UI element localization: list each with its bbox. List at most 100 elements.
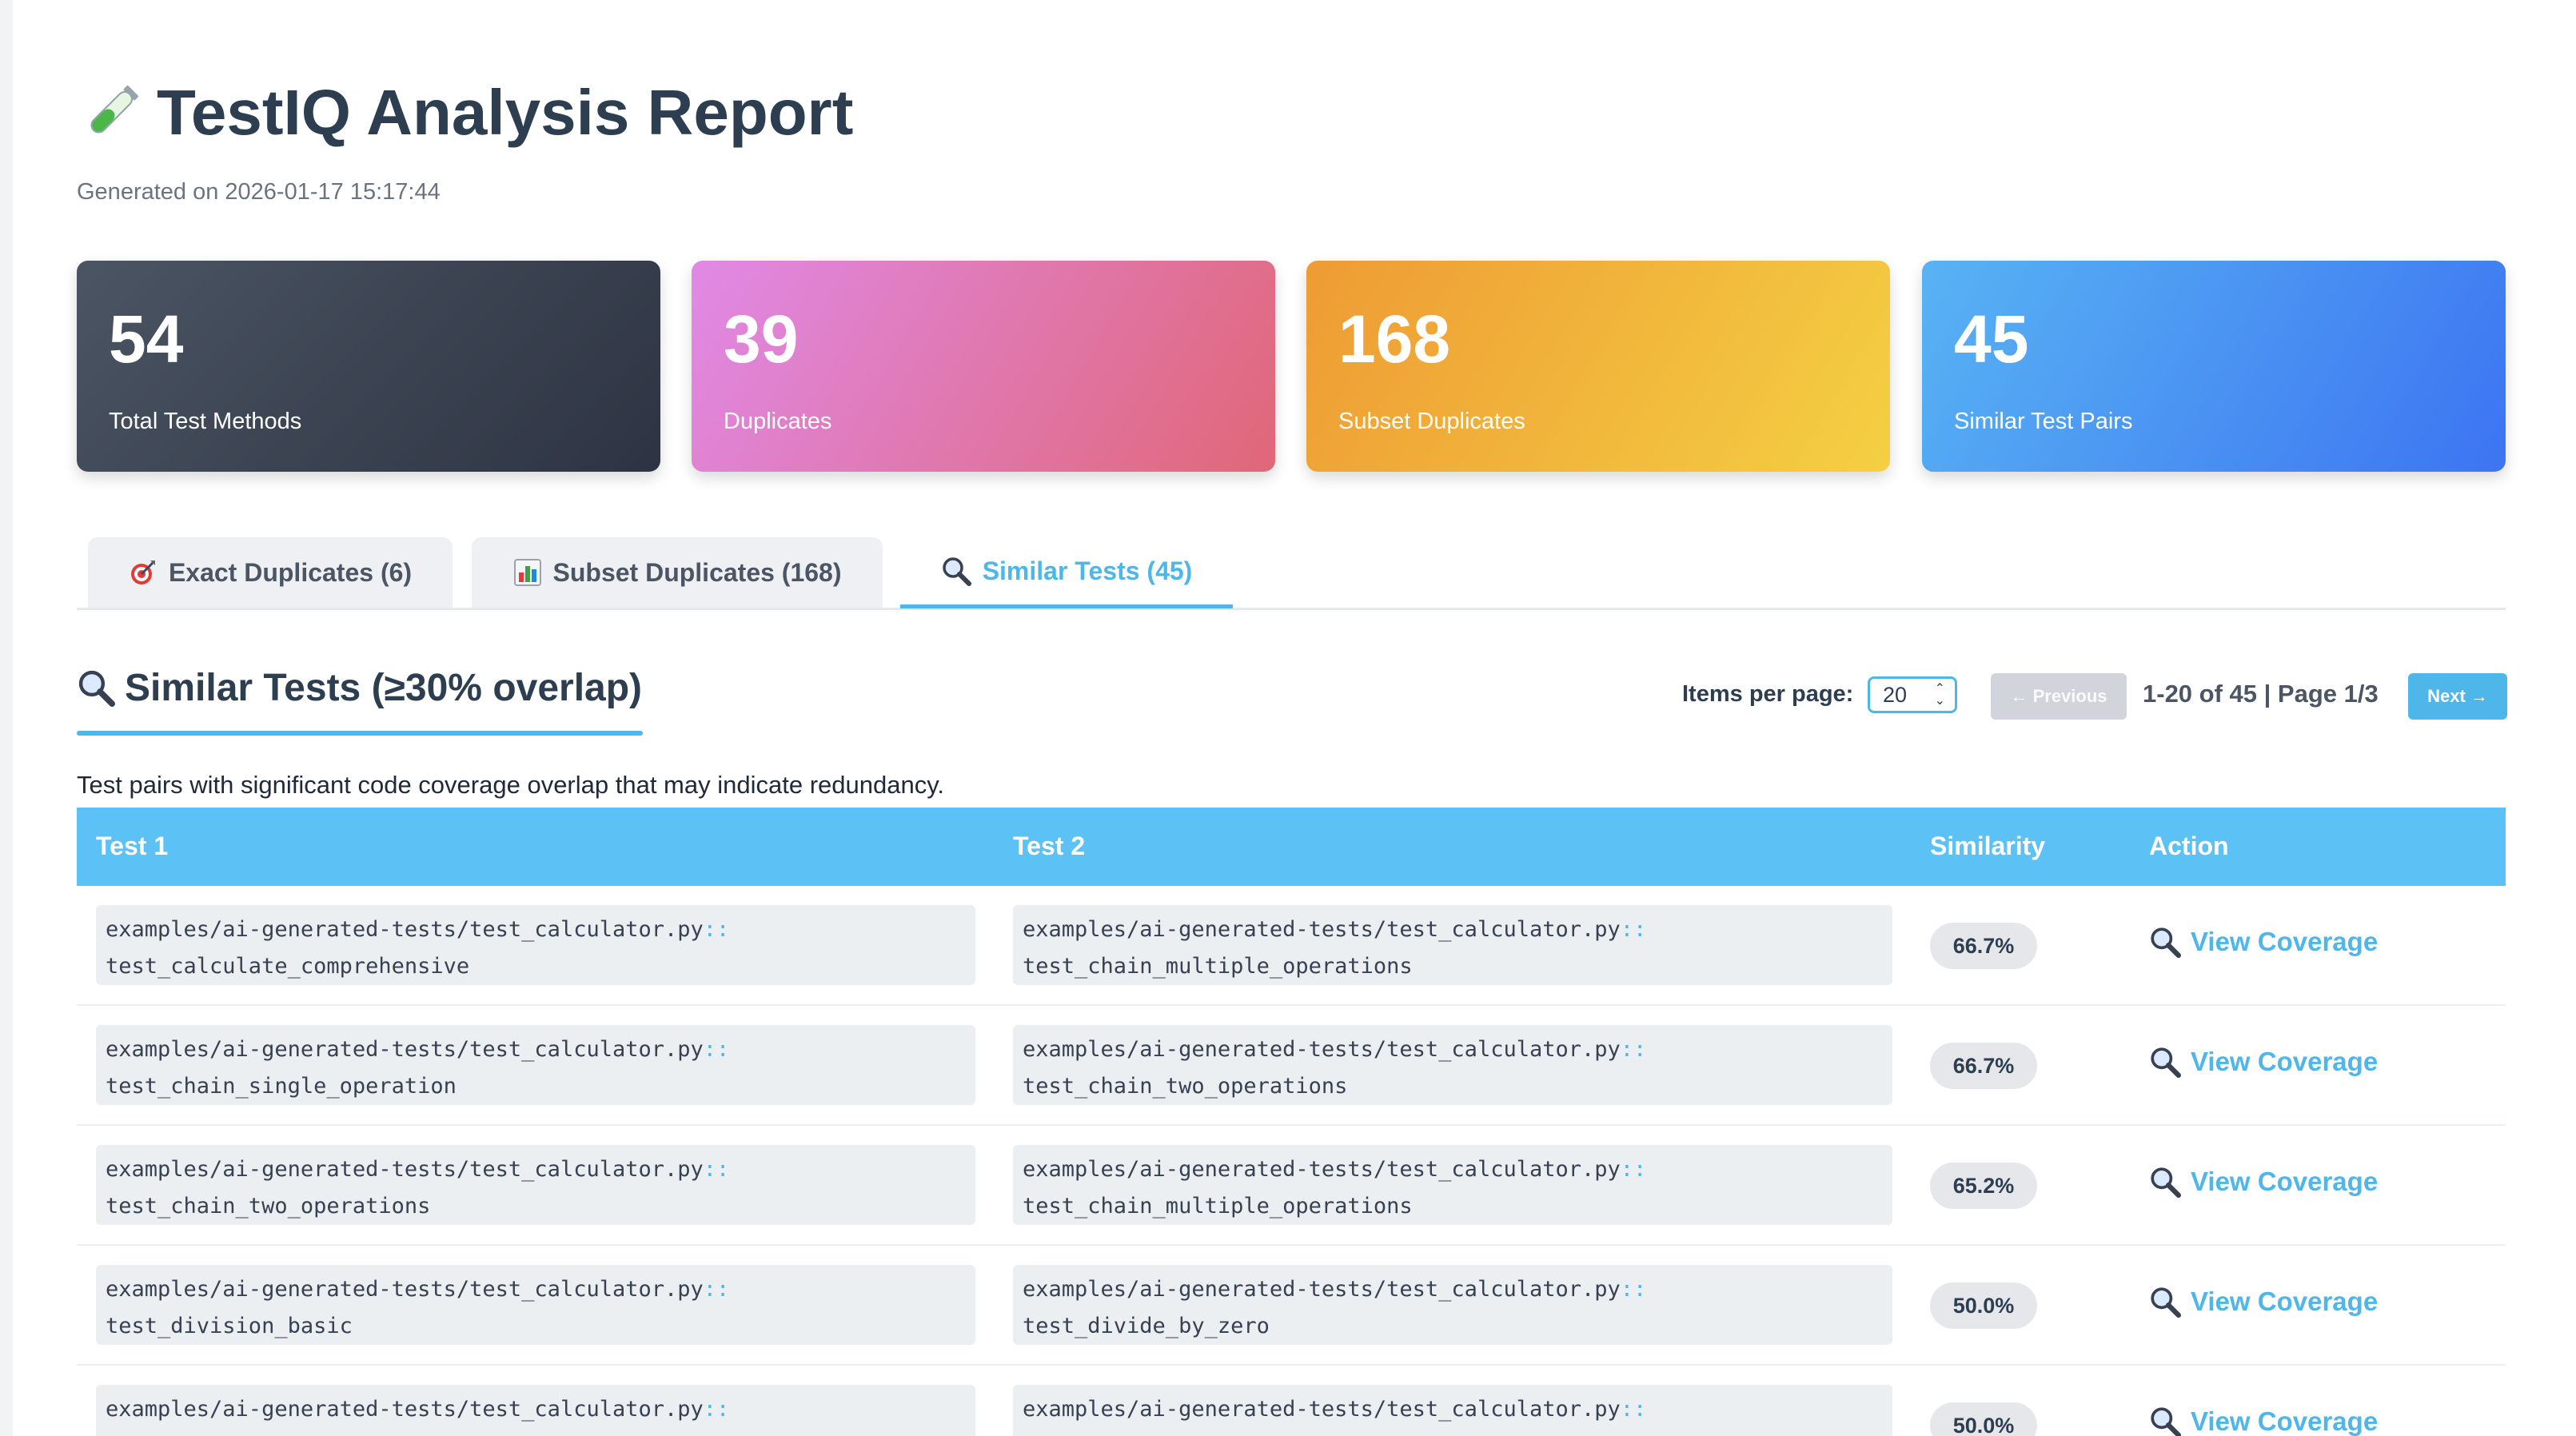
test2-cell: examples/ai-generated-tests/test_calcula… bbox=[1013, 1025, 1892, 1105]
stat-label: Similar Test Pairs bbox=[1954, 409, 2133, 434]
items-per-page-label: Items per page: bbox=[1682, 681, 1854, 707]
test-name: test_division_basic bbox=[106, 1314, 353, 1338]
test-file-path: examples/ai-generated-tests/test_calcula… bbox=[106, 1397, 704, 1422]
view-coverage-label: View Coverage bbox=[2191, 1047, 2379, 1076]
similarity-badge: 65.2% bbox=[1930, 1163, 2037, 1209]
test-file-path: examples/ai-generated-tests/test_calcula… bbox=[1023, 1397, 1621, 1422]
column-header-test2: Test 2 bbox=[1013, 832, 1086, 860]
path-separator: :: bbox=[1620, 1397, 1647, 1422]
items-per-page-value: 20 bbox=[1883, 682, 1908, 707]
test1-cell: examples/ai-generated-tests/test_calcula… bbox=[96, 905, 975, 985]
stat-label: Subset Duplicates bbox=[1338, 409, 1525, 434]
path-separator: :: bbox=[703, 1037, 730, 1062]
view-coverage-link[interactable]: View Coverage bbox=[2149, 1166, 2378, 1198]
view-coverage-link[interactable]: View Coverage bbox=[2149, 1406, 2378, 1436]
path-separator: :: bbox=[1620, 917, 1647, 942]
test2-cell: examples/ai-generated-tests/test_calcula… bbox=[1013, 1265, 1892, 1345]
test-name: test_chain_two_operations bbox=[106, 1194, 431, 1219]
path-separator: :: bbox=[703, 917, 730, 942]
target-icon bbox=[129, 558, 158, 587]
table-row: examples/ai-generated-tests/test_calcula… bbox=[77, 1366, 2506, 1436]
test-name: test_divide_by_zero bbox=[1023, 1314, 1270, 1338]
magnifier-icon bbox=[2149, 926, 2181, 958]
path-separator: :: bbox=[1620, 1157, 1647, 1182]
table-header: Test 1 Test 2 Similarity Action bbox=[77, 808, 2506, 886]
similarity-badge: 50.0% bbox=[1930, 1282, 2037, 1329]
similarity-badge: 66.7% bbox=[1930, 1043, 2037, 1089]
path-separator: :: bbox=[703, 1277, 730, 1302]
test-name: test_chain_multiple_operations bbox=[1023, 954, 1413, 979]
page-info: 1-20 of 45 | Page 1/3 bbox=[2143, 680, 2379, 708]
stat-card-total-tests: 54 Total Test Methods bbox=[77, 261, 660, 472]
stat-value: 39 bbox=[724, 301, 799, 377]
tab-subset-duplicates[interactable]: Subset Duplicates (168) bbox=[472, 537, 883, 608]
stat-value: 45 bbox=[1954, 301, 2029, 377]
path-separator: :: bbox=[1620, 1037, 1647, 1062]
test-name: test_calculate_comprehensive bbox=[106, 954, 470, 979]
tab-label: Similar Tests (45) bbox=[982, 556, 1193, 585]
stats-cards: 54 Total Test Methods 39 Duplicates 168 … bbox=[77, 261, 2506, 472]
section-title-text: Similar Tests (≥30% overlap) bbox=[125, 666, 643, 709]
magnifier-icon bbox=[2149, 1046, 2181, 1078]
next-page-button[interactable]: Next → bbox=[2408, 673, 2507, 720]
magnifier-icon bbox=[77, 668, 115, 707]
view-coverage-link[interactable]: View Coverage bbox=[2149, 1046, 2378, 1078]
stat-value: 54 bbox=[109, 301, 184, 377]
stat-value: 168 bbox=[1338, 301, 1451, 377]
page-title: TestIQ Analysis Report bbox=[77, 69, 853, 157]
view-coverage-label: View Coverage bbox=[2191, 1406, 2379, 1436]
path-separator: :: bbox=[703, 1157, 730, 1182]
table-row: examples/ai-generated-tests/test_calcula… bbox=[77, 886, 2506, 1006]
section-description: Test pairs with significant code coverag… bbox=[77, 771, 945, 799]
section-underline bbox=[77, 731, 643, 736]
report-page: TestIQ Analysis Report Generated on 2026… bbox=[13, 0, 2576, 1436]
test2-cell: examples/ai-generated-tests/test_calcula… bbox=[1013, 1385, 1892, 1436]
path-separator: :: bbox=[703, 1397, 730, 1422]
test-name: test_chain_single_operation bbox=[106, 1074, 457, 1099]
view-coverage-label: View Coverage bbox=[2191, 927, 2379, 956]
table-row: examples/ai-generated-tests/test_calcula… bbox=[77, 1126, 2506, 1246]
view-coverage-link[interactable]: View Coverage bbox=[2149, 926, 2378, 958]
stat-label: Total Test Methods bbox=[109, 409, 302, 434]
previous-page-button[interactable]: ← Previous bbox=[1991, 673, 2127, 720]
tab-similar-tests[interactable]: Similar Tests (45) bbox=[900, 537, 1233, 608]
test1-cell: examples/ai-generated-tests/test_calcula… bbox=[96, 1265, 975, 1345]
column-header-test1: Test 1 bbox=[96, 832, 169, 860]
stat-card-similar-pairs: 45 Similar Test Pairs bbox=[1922, 261, 2506, 472]
generated-timestamp: Generated on 2026-01-17 15:17:44 bbox=[77, 179, 441, 205]
test1-cell: examples/ai-generated-tests/test_calcula… bbox=[96, 1025, 975, 1105]
test2-cell: examples/ai-generated-tests/test_calcula… bbox=[1013, 905, 1892, 985]
test1-cell: examples/ai-generated-tests/test_calcula… bbox=[96, 1145, 975, 1225]
test-file-path: examples/ai-generated-tests/test_calcula… bbox=[1023, 1157, 1621, 1182]
similarity-badge: 50.0% bbox=[1930, 1402, 2037, 1436]
test1-cell: examples/ai-generated-tests/test_calcula… bbox=[96, 1385, 975, 1436]
stat-label: Duplicates bbox=[724, 409, 832, 434]
similarity-badge: 66.7% bbox=[1930, 923, 2037, 969]
test-file-path: examples/ai-generated-tests/test_calcula… bbox=[106, 1157, 704, 1182]
path-separator: :: bbox=[1620, 1277, 1647, 1302]
bar-chart-icon bbox=[513, 558, 542, 587]
magnifier-icon bbox=[2149, 1166, 2181, 1198]
test-file-path: examples/ai-generated-tests/test_calcula… bbox=[1023, 917, 1621, 942]
items-per-page-select[interactable]: 20 ⌃ ⌄ bbox=[1868, 676, 1957, 713]
tab-exact-duplicates[interactable]: Exact Duplicates (6) bbox=[88, 537, 453, 608]
column-header-similarity: Similarity bbox=[1930, 832, 2046, 860]
test-file-path: examples/ai-generated-tests/test_calcula… bbox=[106, 1277, 704, 1302]
section-title: Similar Tests (≥30% overlap) bbox=[77, 657, 642, 718]
tab-label: Subset Duplicates (168) bbox=[552, 557, 842, 587]
magnifier-icon bbox=[2149, 1286, 2181, 1318]
view-coverage-label: View Coverage bbox=[2191, 1167, 2379, 1196]
stat-card-duplicates: 39 Duplicates bbox=[692, 261, 1275, 472]
test-file-path: examples/ai-generated-tests/test_calcula… bbox=[1023, 1037, 1621, 1062]
page-title-text: TestIQ Analysis Report bbox=[157, 77, 854, 148]
test-name: test_chain_multiple_operations bbox=[1023, 1194, 1413, 1219]
test-file-path: examples/ai-generated-tests/test_calcula… bbox=[106, 917, 704, 942]
column-header-action: Action bbox=[2149, 832, 2229, 860]
select-arrows-icon: ⌃ ⌄ bbox=[1934, 682, 1945, 708]
test2-cell: examples/ai-generated-tests/test_calcula… bbox=[1013, 1145, 1892, 1225]
table-row: examples/ai-generated-tests/test_calcula… bbox=[77, 1006, 2506, 1126]
tab-bar: Exact Duplicates (6) Subset Duplicates (… bbox=[77, 537, 2506, 610]
view-coverage-link[interactable]: View Coverage bbox=[2149, 1286, 2378, 1318]
view-coverage-label: View Coverage bbox=[2191, 1286, 2379, 1316]
tab-label: Exact Duplicates (6) bbox=[168, 557, 413, 587]
